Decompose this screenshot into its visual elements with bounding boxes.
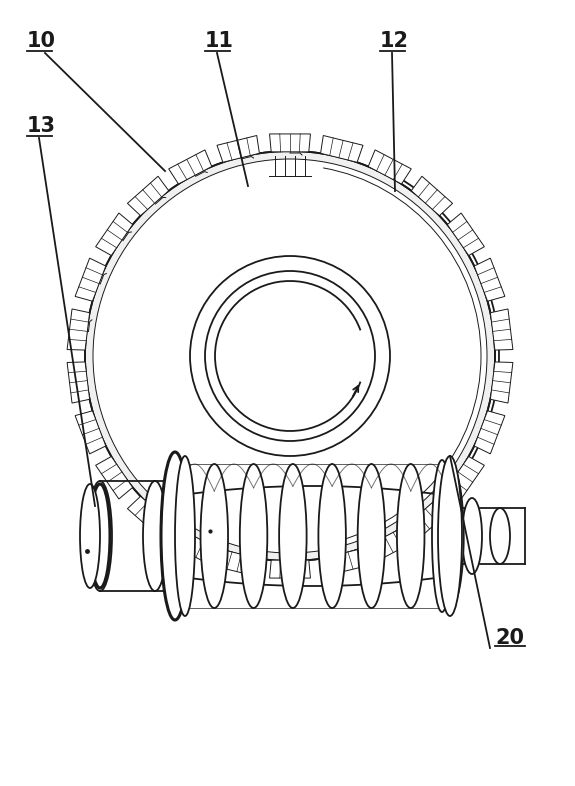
Polygon shape [270, 560, 311, 578]
Ellipse shape [175, 456, 195, 616]
Polygon shape [95, 457, 133, 499]
Ellipse shape [462, 498, 482, 574]
Polygon shape [474, 258, 505, 301]
Polygon shape [75, 258, 106, 301]
Polygon shape [490, 362, 513, 403]
Ellipse shape [88, 481, 112, 591]
Polygon shape [411, 496, 453, 536]
Circle shape [85, 151, 495, 561]
Polygon shape [270, 134, 311, 152]
Circle shape [93, 159, 487, 553]
Ellipse shape [143, 481, 167, 591]
Ellipse shape [438, 456, 462, 616]
Polygon shape [368, 150, 411, 184]
Ellipse shape [161, 464, 189, 608]
Polygon shape [447, 457, 484, 499]
Ellipse shape [490, 508, 510, 564]
Polygon shape [95, 213, 133, 255]
Ellipse shape [397, 464, 424, 608]
Ellipse shape [240, 464, 267, 608]
Circle shape [205, 271, 375, 441]
Ellipse shape [279, 464, 306, 608]
Ellipse shape [358, 464, 385, 608]
Polygon shape [168, 150, 212, 184]
Ellipse shape [90, 484, 110, 588]
Polygon shape [474, 411, 505, 454]
Polygon shape [128, 496, 168, 536]
Text: 20: 20 [495, 628, 524, 648]
Polygon shape [128, 176, 168, 215]
Text: 12: 12 [380, 31, 409, 51]
Text: 10: 10 [27, 31, 56, 51]
Polygon shape [321, 549, 363, 576]
Polygon shape [490, 309, 513, 350]
Polygon shape [217, 549, 259, 576]
Polygon shape [321, 135, 363, 162]
Polygon shape [75, 411, 106, 454]
Polygon shape [67, 362, 90, 403]
Circle shape [190, 256, 390, 456]
Polygon shape [217, 135, 259, 162]
Ellipse shape [80, 484, 100, 588]
Ellipse shape [432, 460, 452, 612]
Polygon shape [447, 213, 484, 255]
Ellipse shape [319, 464, 346, 608]
Text: 11: 11 [205, 31, 234, 51]
Text: 13: 13 [27, 116, 56, 136]
Polygon shape [411, 176, 453, 215]
Ellipse shape [201, 464, 228, 608]
Polygon shape [368, 528, 411, 562]
Ellipse shape [436, 464, 464, 608]
Polygon shape [67, 309, 90, 350]
Ellipse shape [161, 452, 189, 620]
Polygon shape [168, 528, 212, 562]
